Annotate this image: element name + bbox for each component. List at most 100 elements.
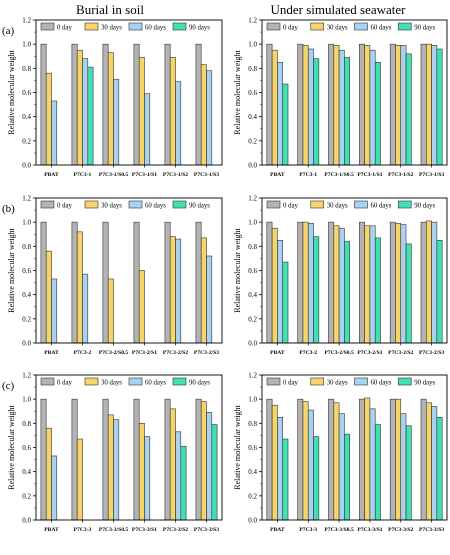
x-tick-label: P7C3-3/S3 xyxy=(419,527,444,533)
y-tick-label: 0.4 xyxy=(22,468,31,476)
bar xyxy=(76,231,83,344)
bar xyxy=(133,398,140,521)
y-axis-label: Relative molecular weight xyxy=(233,50,242,135)
x-tick-label: P7C3-3/S0.5 xyxy=(324,527,354,533)
bar xyxy=(364,397,371,521)
bar xyxy=(338,227,345,344)
bar xyxy=(195,221,202,344)
legend-label: 60 days xyxy=(371,25,392,32)
bar xyxy=(425,402,432,521)
x-tick-label: P7C3-1/S0.5 xyxy=(99,172,129,178)
bar xyxy=(113,78,120,166)
bar xyxy=(297,43,304,166)
bar xyxy=(107,278,114,344)
bar xyxy=(333,225,340,344)
bar xyxy=(333,402,340,521)
bar xyxy=(389,221,396,344)
legend-label: 90 days xyxy=(189,380,210,387)
bar xyxy=(164,221,171,344)
plot-frame xyxy=(35,19,223,166)
x-tick-label: P7C3-2/S2 xyxy=(388,350,413,356)
row-label-b: (b) xyxy=(2,203,15,215)
bar xyxy=(138,423,145,521)
bar xyxy=(333,45,340,166)
bar xyxy=(51,278,58,344)
bar xyxy=(266,221,273,344)
y-tick-label: 0.4 xyxy=(248,468,257,476)
bar xyxy=(206,255,213,344)
bar xyxy=(71,221,78,344)
legend-label: 30 days xyxy=(327,380,348,387)
bar xyxy=(107,414,114,521)
bar xyxy=(405,425,412,521)
legend-swatch xyxy=(397,22,412,31)
x-tick-label: P7C3-1/S1 xyxy=(132,172,157,178)
bar xyxy=(400,45,407,166)
bar xyxy=(82,273,89,344)
legend-label: 30 days xyxy=(101,203,122,210)
y-tick-label: 0.8 xyxy=(22,65,31,73)
legend-swatch xyxy=(266,200,281,209)
y-tick-label: 0.2 xyxy=(248,137,257,145)
legend-swatch xyxy=(40,377,55,386)
bar xyxy=(374,424,381,521)
row-label-c: (c) xyxy=(2,380,15,392)
y-axis-label: Relative molecular weight xyxy=(7,228,16,313)
y-tick-label: 0.2 xyxy=(22,492,31,500)
legend-swatch xyxy=(266,377,281,386)
bar xyxy=(82,58,89,166)
bar xyxy=(297,221,304,344)
bar xyxy=(200,401,207,521)
x-tick-label: PBAT xyxy=(270,350,285,356)
legend-swatch xyxy=(128,200,143,209)
x-tick-label: P7C3-1 xyxy=(299,172,317,178)
bar xyxy=(313,236,320,344)
bar xyxy=(266,398,273,521)
bar xyxy=(344,57,350,166)
legend-label: 30 days xyxy=(101,25,122,32)
bar xyxy=(271,404,278,521)
legend-swatch xyxy=(84,377,99,386)
y-tick-label: 0.0 xyxy=(22,340,31,348)
bar xyxy=(374,237,381,344)
bar xyxy=(359,221,365,344)
panel-c-soil: 0.0 0.2 0.4 0.6 0.8 1.0 1.2 Relative molecular … xyxy=(7,372,223,533)
bar xyxy=(297,398,304,521)
bar xyxy=(76,438,83,521)
bar xyxy=(45,427,52,521)
y-tick-label: 0.8 xyxy=(248,243,257,251)
legend-label: 0 day xyxy=(283,25,299,32)
y-tick-label: 0.0 xyxy=(22,517,31,525)
legend-label: 0 day xyxy=(57,203,73,210)
legend-label: 0 day xyxy=(283,203,299,210)
y-tick-label: 1.2 xyxy=(22,17,31,25)
panel-a-soil: 0.0 0.2 0.4 0.6 0.8 1.0 1.2 Relative molecular … xyxy=(7,17,223,178)
plot-frame xyxy=(35,197,223,344)
legend-swatch xyxy=(84,200,99,209)
bar xyxy=(200,237,207,344)
y-tick-label: 0.2 xyxy=(22,137,31,145)
legend-swatch xyxy=(397,377,412,386)
bar xyxy=(436,48,443,166)
bar xyxy=(344,433,350,521)
bar xyxy=(40,43,47,166)
bar xyxy=(328,43,335,166)
bar xyxy=(200,64,207,166)
x-tick-label: P7C3-2/S0.5 xyxy=(324,350,354,356)
y-tick-label: 0.4 xyxy=(22,291,31,299)
bar xyxy=(359,398,365,521)
bar xyxy=(420,43,427,166)
legend-swatch xyxy=(128,22,143,31)
bar xyxy=(102,43,109,166)
y-tick-label: 1.2 xyxy=(248,195,257,203)
legend-label: 60 days xyxy=(371,203,392,210)
y-tick-label: 1.0 xyxy=(248,396,257,404)
legend-swatch xyxy=(84,22,99,31)
bar xyxy=(271,227,278,344)
x-tick-label: P7C3-3 xyxy=(74,527,92,533)
legend-swatch xyxy=(40,22,55,31)
y-axis-label: Relative molecular weight xyxy=(233,228,242,313)
bar xyxy=(344,241,350,344)
